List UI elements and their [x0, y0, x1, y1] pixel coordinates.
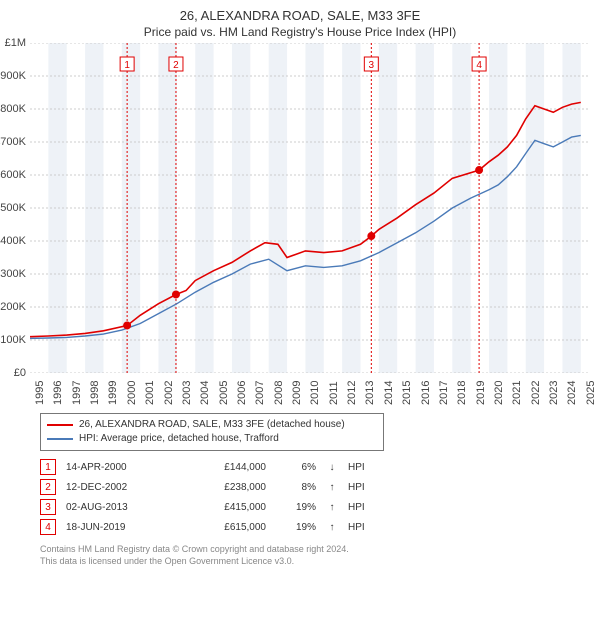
sale-pct: 19% [276, 502, 316, 513]
sale-marker: 2 [40, 479, 56, 495]
y-tick-label: £0 [0, 367, 26, 379]
sale-date: 14-APR-2000 [66, 462, 176, 473]
sale-pct: 6% [276, 462, 316, 473]
svg-text:2: 2 [173, 60, 179, 71]
x-tick-label: 2005 [218, 381, 230, 405]
chart-subtitle: Price paid vs. HM Land Registry's House … [10, 25, 590, 39]
chart-title: 26, ALEXANDRA ROAD, SALE, M33 3FE [10, 8, 590, 23]
table-row: 3 02-AUG-2013 £415,000 19% ↑ HPI [40, 497, 590, 517]
x-tick-label: 2018 [456, 381, 468, 405]
x-tick-label: 2023 [548, 381, 560, 405]
x-tick-label: 2013 [364, 381, 376, 405]
x-tick-label: 2022 [530, 381, 542, 405]
svg-text:4: 4 [476, 60, 482, 71]
y-tick-label: £200K [0, 301, 26, 313]
sale-cmp: HPI [348, 462, 378, 473]
x-tick-label: 2015 [401, 381, 413, 405]
x-tick-label: 1995 [34, 381, 46, 405]
x-tick-label: 2012 [346, 381, 358, 405]
y-tick-label: £900K [0, 70, 26, 82]
x-tick-label: 2000 [126, 381, 138, 405]
sale-arrow-icon: ↑ [326, 502, 338, 513]
sale-cmp: HPI [348, 522, 378, 533]
y-tick-label: £600K [0, 169, 26, 181]
y-tick-label: £300K [0, 268, 26, 280]
sale-price: £415,000 [186, 502, 266, 513]
sale-arrow-icon: ↓ [326, 462, 338, 473]
x-tick-label: 2011 [328, 381, 340, 405]
sale-date: 18-JUN-2019 [66, 522, 176, 533]
svg-text:3: 3 [369, 60, 375, 71]
x-tick-label: 2001 [144, 381, 156, 405]
x-tick-label: 2004 [199, 381, 211, 405]
x-tick-label: 1998 [89, 381, 101, 405]
x-tick-label: 2010 [309, 381, 321, 405]
sale-pct: 19% [276, 522, 316, 533]
legend-swatch-hpi [47, 438, 73, 440]
footer-line-1: Contains HM Land Registry data © Crown c… [40, 543, 590, 555]
svg-text:1: 1 [124, 60, 130, 71]
chart-svg: 1 2 3 4 [30, 43, 590, 373]
sale-date: 12-DEC-2002 [66, 482, 176, 493]
y-tick-label: £400K [0, 235, 26, 247]
sale-marker: 3 [40, 499, 56, 515]
sale-marker: 1 [40, 459, 56, 475]
x-tick-label: 1997 [71, 381, 83, 405]
x-tick-label: 1996 [52, 381, 64, 405]
y-tick-label: £800K [0, 103, 26, 115]
legend-label-subject: 26, ALEXANDRA ROAD, SALE, M33 3FE (detac… [79, 418, 345, 432]
x-axis-labels: 1995 1996 1997 1998 1999 2000 2001 2002 2003 2004… [30, 373, 590, 409]
footer-line-2: This data is licensed under the Open Gov… [40, 555, 590, 567]
sale-date: 02-AUG-2013 [66, 502, 176, 513]
legend: 26, ALEXANDRA ROAD, SALE, M33 3FE (detac… [40, 413, 384, 451]
y-tick-label: £700K [0, 136, 26, 148]
footer: Contains HM Land Registry data © Crown c… [40, 543, 590, 567]
x-tick-label: 2003 [181, 381, 193, 405]
x-tick-label: 2025 [585, 381, 597, 405]
legend-row-hpi: HPI: Average price, detached house, Traf… [47, 432, 377, 446]
y-tick-label: £100K [0, 334, 26, 346]
sale-price: £144,000 [186, 462, 266, 473]
legend-row-subject: 26, ALEXANDRA ROAD, SALE, M33 3FE (detac… [47, 418, 377, 432]
legend-label-hpi: HPI: Average price, detached house, Traf… [79, 432, 279, 446]
sale-pct: 8% [276, 482, 316, 493]
x-tick-label: 2014 [383, 381, 395, 405]
sale-cmp: HPI [348, 502, 378, 513]
sale-arrow-icon: ↑ [326, 522, 338, 533]
sale-cmp: HPI [348, 482, 378, 493]
x-tick-label: 1999 [107, 381, 119, 405]
x-tick-label: 2016 [420, 381, 432, 405]
table-row: 1 14-APR-2000 £144,000 6% ↓ HPI [40, 457, 590, 477]
table-row: 2 12-DEC-2002 £238,000 8% ↑ HPI [40, 477, 590, 497]
x-tick-label: 2007 [254, 381, 266, 405]
sale-price: £238,000 [186, 482, 266, 493]
x-tick-label: 2006 [236, 381, 248, 405]
y-tick-label: £500K [0, 202, 26, 214]
legend-swatch-subject [47, 424, 73, 426]
table-row: 4 18-JUN-2019 £615,000 19% ↑ HPI [40, 517, 590, 537]
sales-table: 1 14-APR-2000 £144,000 6% ↓ HPI 2 12-DEC-2002 £2… [40, 457, 590, 537]
sale-price: £615,000 [186, 522, 266, 533]
x-tick-label: 2008 [273, 381, 285, 405]
x-tick-label: 2019 [475, 381, 487, 405]
x-tick-label: 2021 [511, 381, 523, 405]
x-tick-label: 2002 [163, 381, 175, 405]
sale-marker: 4 [40, 519, 56, 535]
y-tick-label: £1M [0, 37, 26, 49]
x-tick-label: 2024 [566, 381, 578, 405]
x-tick-label: 2017 [438, 381, 450, 405]
x-tick-label: 2009 [291, 381, 303, 405]
chart-area: 1234 £0£100K£200K£300K£400K£500K£600K£70… [30, 43, 590, 373]
x-tick-label: 2020 [493, 381, 505, 405]
sale-arrow-icon: ↑ [326, 482, 338, 493]
